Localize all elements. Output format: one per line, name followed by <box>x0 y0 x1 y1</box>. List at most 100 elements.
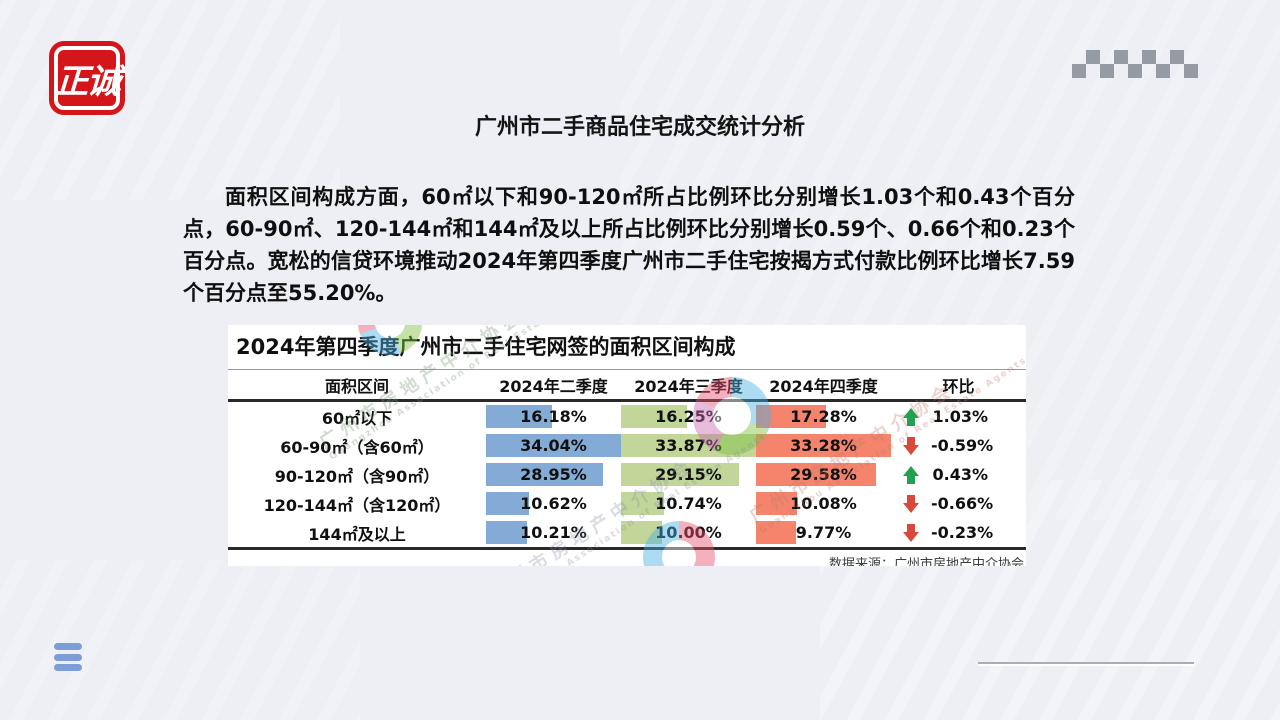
q2-value: 10.62% <box>520 494 587 513</box>
q3-value: 29.15% <box>655 465 722 484</box>
quarter-cell-q2: 10.21% <box>486 518 621 547</box>
checker-square <box>1128 50 1142 64</box>
row-label: 144㎡及以上 <box>308 524 406 544</box>
q2-bar <box>486 405 552 428</box>
table-title: 2024年第四季度广州市二手住宅网签的面积区间构成 <box>236 335 736 359</box>
column-header-q2: 2024年二季度 <box>499 376 608 396</box>
q4-bar <box>756 434 891 457</box>
q2-value: 16.18% <box>520 407 587 426</box>
q2-value: 10.21% <box>520 523 587 542</box>
checker-square <box>1086 64 1100 78</box>
q4-value: 9.77% <box>795 523 852 542</box>
quarter-cell-q3: 16.25% <box>621 402 756 431</box>
q2-bar <box>486 492 529 515</box>
quarter-cell-q4: 10.08% <box>756 489 891 518</box>
table-row: 144㎡及以上 10.21% 10.00% 9.77% -0.23% <box>228 518 1026 547</box>
trend-cell <box>891 494 931 513</box>
row-label: 60㎡以下 <box>321 408 393 428</box>
table-row: 90-120㎡（含90㎡） 28.95% 29.15% 29.58% 0.43% <box>228 460 1026 489</box>
mom-change-value: -0.59% <box>931 436 994 455</box>
table-row: 60㎡以下 16.18% 16.25% 17.28% 1.03% <box>228 402 1026 431</box>
quarter-cell-q3: 29.15% <box>621 460 756 489</box>
checker-square <box>1184 50 1198 64</box>
checker-square <box>1156 50 1170 64</box>
q2-bar <box>486 521 528 544</box>
checker-square <box>1100 64 1114 78</box>
checker-square <box>1100 50 1114 64</box>
table-row: 60-90㎡（含60㎡） 34.04% 33.87% 33.28% -0.59% <box>228 431 1026 460</box>
q4-bar <box>756 521 796 544</box>
trend-up-icon <box>902 465 920 484</box>
company-logo-text: 正诚 <box>53 61 120 102</box>
column-header-mom: 环比 <box>942 376 975 396</box>
checker-square <box>1072 64 1086 78</box>
trend-down-icon <box>902 436 920 455</box>
table-header-row: 面积区间 2024年二季度 2024年三季度 2024年四季度 环比 <box>228 369 1026 402</box>
checker-square <box>1086 50 1100 64</box>
background-streak <box>0 560 360 720</box>
q3-value: 10.00% <box>655 523 722 542</box>
trend-cell <box>891 465 931 484</box>
quarter-cell-q3: 10.00% <box>621 518 756 547</box>
q4-value: 29.58% <box>790 465 857 484</box>
q3-value: 10.74% <box>655 494 722 513</box>
q3-bar <box>621 521 662 544</box>
mom-change-value: -0.23% <box>931 523 994 542</box>
trend-cell <box>891 436 931 455</box>
q2-value: 28.95% <box>520 465 587 484</box>
page-title: 广州市二手商品住宅成交统计分析 <box>474 115 805 140</box>
checker-square <box>1156 64 1170 78</box>
column-header-q3: 2024年三季度 <box>634 376 743 396</box>
data-table-card: 广州市房地产中介协会 Guangzhou Association of Real… <box>228 325 1026 566</box>
quarter-cell-q2: 10.62% <box>486 489 621 518</box>
checker-square <box>1184 64 1198 78</box>
trend-cell <box>891 523 931 542</box>
q4-value: 33.28% <box>790 436 857 455</box>
quarter-cell-q3: 33.87% <box>621 431 757 460</box>
checker-decoration <box>1072 50 1198 78</box>
checker-square <box>1128 64 1142 78</box>
trend-cell <box>891 407 931 426</box>
row-label: 120-144㎡（含120㎡） <box>263 495 451 515</box>
checker-square <box>1142 50 1156 64</box>
company-logo: 正诚 <box>49 41 125 115</box>
q2-bar <box>486 463 604 486</box>
mom-change-value: 0.43% <box>932 465 988 484</box>
column-header-q4: 2024年四季度 <box>769 376 878 396</box>
q4-bar <box>756 463 876 486</box>
footer-divider-line <box>978 662 1194 664</box>
quarter-cell-q4: 9.77% <box>756 518 891 547</box>
q3-bar <box>621 405 687 428</box>
q2-bar <box>486 434 622 457</box>
quarter-cell-q4: 17.28% <box>756 402 891 431</box>
q2-value: 34.04% <box>520 436 587 455</box>
quarter-cell-q3: 10.74% <box>621 489 756 518</box>
q4-value: 17.28% <box>790 407 857 426</box>
table-row: 120-144㎡（含120㎡） 10.62% 10.74% 10.08% -0.66% <box>228 489 1026 518</box>
q3-bar <box>621 492 665 515</box>
q4-value: 10.08% <box>790 494 857 513</box>
q3-bar <box>621 434 757 457</box>
mom-change-value: 1.03% <box>932 407 988 426</box>
checker-square <box>1170 50 1184 64</box>
quarter-cell-q2: 28.95% <box>486 460 621 489</box>
q4-bar <box>756 405 826 428</box>
quarter-cell-q4: 29.58% <box>756 460 891 489</box>
checker-square <box>1114 64 1128 78</box>
quarter-cell-q2: 34.04% <box>486 431 622 460</box>
checker-square <box>1170 64 1184 78</box>
data-source-note: 数据来源：广州市房地产中介协会 <box>828 557 1024 566</box>
quarter-cell-q2: 16.18% <box>486 402 621 431</box>
quarter-cell-q4: 33.28% <box>756 431 891 460</box>
checker-square <box>1142 64 1156 78</box>
q4-bar <box>756 492 797 515</box>
trend-down-icon <box>902 494 920 513</box>
q3-bar <box>621 463 740 486</box>
mom-change-value: -0.66% <box>931 494 994 513</box>
checker-square <box>1114 50 1128 64</box>
trend-down-icon <box>902 523 920 542</box>
row-label: 90-120㎡（含90㎡） <box>274 466 440 486</box>
row-label: 60-90㎡（含60㎡） <box>280 437 434 457</box>
q3-value: 16.25% <box>655 407 722 426</box>
